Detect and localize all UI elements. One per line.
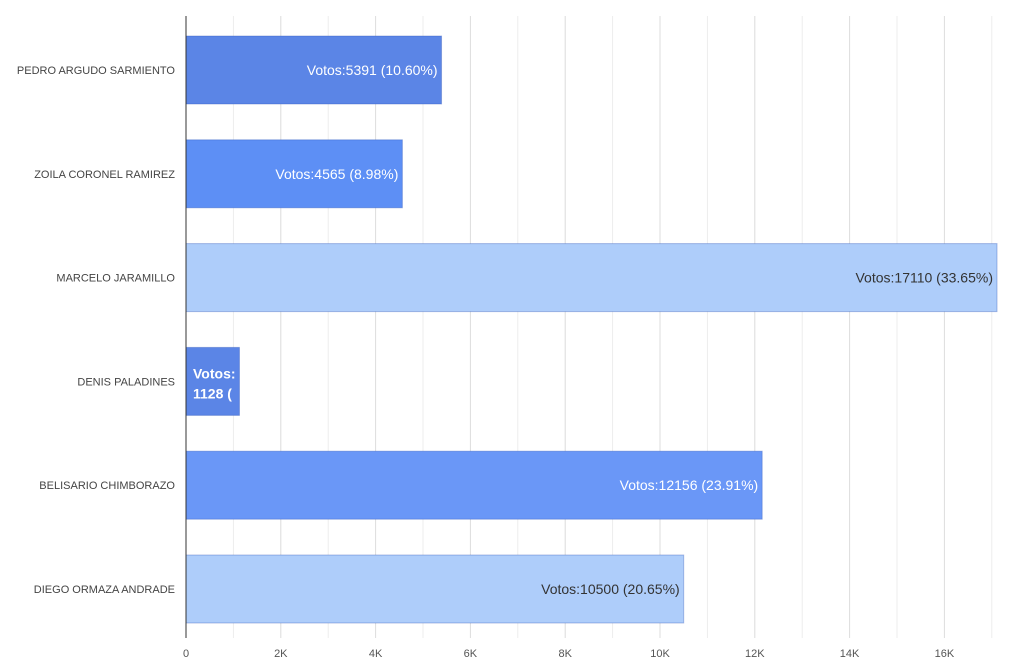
gridlines: [232, 16, 993, 638]
bar-0[interactable]: [185, 35, 443, 105]
data-label: Votos:4565 (8.98%): [275, 166, 398, 182]
category-label: PEDRO ARGUDO SARMIENTO: [17, 65, 176, 77]
bars: [185, 35, 998, 624]
x-tick-label: 2K: [274, 648, 288, 660]
category-label: ZOILA CORONEL RAMIREZ: [34, 169, 175, 181]
data-label: Votos:5391 (10.60%): [307, 62, 438, 78]
x-tick-label: 14K: [840, 648, 860, 660]
x-tick-label: 16K: [935, 648, 955, 660]
data-label: Votos:10500 (20.65%): [541, 581, 680, 597]
data-label: Votos: 1128 (: [193, 365, 236, 401]
x-tick-label: 6K: [464, 648, 478, 660]
data-label: Votos:12156 (23.91%): [620, 477, 759, 493]
data-labels: Votos:5391 (10.60%) Votos:4565 (8.98%) Vot…: [193, 62, 993, 597]
x-tick-label: 12K: [745, 648, 765, 660]
x-tick-labels: 0 2K 4K 6K 8K 10K 12K 14K 16K: [183, 648, 955, 660]
category-labels: PEDRO ARGUDO SARMIENTO ZOILA CORONEL RAMI…: [17, 65, 176, 596]
x-tick-label: 8K: [558, 648, 572, 660]
category-label: MARCELO JARAMILLO: [56, 273, 175, 285]
category-label: BELISARIO CHIMBORAZO: [39, 480, 175, 492]
bar-4[interactable]: [185, 450, 763, 520]
x-tick-label: 10K: [650, 648, 670, 660]
category-label: DIEGO ORMAZA ANDRADE: [34, 584, 175, 596]
bar-5[interactable]: [185, 554, 685, 624]
x-tick-label: 4K: [369, 648, 383, 660]
category-label: DENIS PALADINES: [77, 376, 175, 388]
data-label: Votos:17110 (33.65%): [855, 270, 993, 286]
x-tick-label: 0: [183, 648, 189, 660]
bar-3[interactable]: [185, 346, 240, 416]
